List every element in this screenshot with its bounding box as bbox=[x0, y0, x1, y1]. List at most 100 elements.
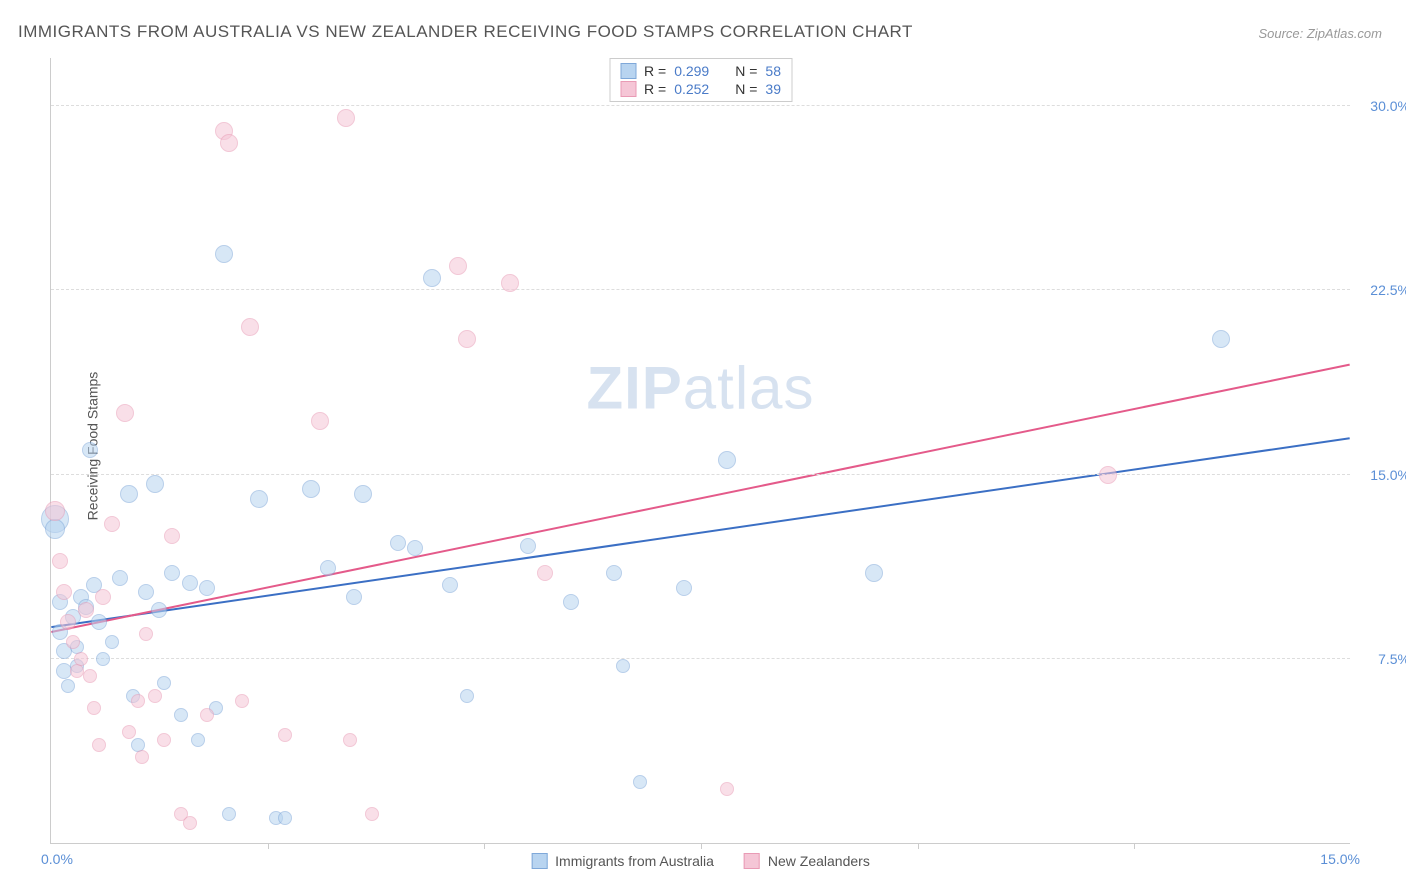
data-point-newzealand bbox=[337, 109, 355, 127]
data-point-australia bbox=[320, 560, 336, 576]
data-point-australia bbox=[120, 485, 138, 503]
data-point-australia bbox=[191, 733, 205, 747]
correlation-row-australia: R = 0.299 N = 58 bbox=[620, 63, 781, 79]
x-axis-max: 15.0% bbox=[1320, 851, 1360, 867]
trend-line-newzealand bbox=[51, 365, 1349, 632]
data-point-newzealand bbox=[220, 134, 238, 152]
data-point-australia bbox=[112, 570, 128, 586]
data-point-australia bbox=[91, 614, 107, 630]
data-point-newzealand bbox=[537, 565, 553, 581]
correlation-legend: R = 0.299 N = 58 R = 0.252 N = 39 bbox=[609, 58, 792, 102]
data-point-newzealand bbox=[104, 516, 120, 532]
x-tick-mark bbox=[484, 843, 485, 849]
x-axis-min: 0.0% bbox=[41, 851, 73, 867]
data-point-australia bbox=[222, 807, 236, 821]
n-label: N = bbox=[735, 81, 757, 97]
source-value: ZipAtlas.com bbox=[1307, 26, 1382, 41]
data-point-australia bbox=[146, 475, 164, 493]
data-point-newzealand bbox=[157, 733, 171, 747]
gridline bbox=[51, 289, 1350, 290]
data-point-australia bbox=[1212, 330, 1230, 348]
data-point-newzealand bbox=[92, 738, 106, 752]
x-tick-mark bbox=[701, 843, 702, 849]
data-point-australia bbox=[563, 594, 579, 610]
data-point-australia bbox=[182, 575, 198, 591]
data-point-newzealand bbox=[60, 614, 76, 630]
data-point-newzealand bbox=[78, 602, 94, 618]
r-value-newzealand: 0.252 bbox=[674, 81, 709, 97]
swatch-australia bbox=[620, 63, 636, 79]
n-label: N = bbox=[735, 63, 757, 79]
data-point-australia bbox=[606, 565, 622, 581]
data-point-australia bbox=[865, 564, 883, 582]
series-legend: Immigrants from Australia New Zealanders bbox=[531, 853, 870, 869]
trend-lines bbox=[51, 58, 1350, 843]
chart-container: IMMIGRANTS FROM AUSTRALIA VS NEW ZEALAND… bbox=[0, 0, 1406, 892]
data-point-australia bbox=[616, 659, 630, 673]
gridline bbox=[51, 105, 1350, 106]
chart-title: IMMIGRANTS FROM AUSTRALIA VS NEW ZEALAND… bbox=[18, 22, 913, 42]
watermark-light: atlas bbox=[683, 354, 815, 421]
r-label: R = bbox=[644, 81, 666, 97]
n-value-newzealand: 39 bbox=[765, 81, 781, 97]
data-point-australia bbox=[390, 535, 406, 551]
gridline bbox=[51, 474, 1350, 475]
data-point-australia bbox=[354, 485, 372, 503]
y-tick-label: 30.0% bbox=[1370, 98, 1406, 114]
data-point-newzealand bbox=[1099, 466, 1117, 484]
data-point-newzealand bbox=[449, 257, 467, 275]
data-point-newzealand bbox=[458, 330, 476, 348]
watermark: ZIPatlas bbox=[586, 353, 814, 422]
r-value-australia: 0.299 bbox=[674, 63, 709, 79]
y-tick-label: 7.5% bbox=[1378, 651, 1406, 667]
correlation-row-newzealand: R = 0.252 N = 39 bbox=[620, 81, 781, 97]
data-point-newzealand bbox=[720, 782, 734, 796]
data-point-newzealand bbox=[200, 708, 214, 722]
source-label: Source: bbox=[1258, 26, 1306, 41]
data-point-australia bbox=[215, 245, 233, 263]
legend-label-newzealand: New Zealanders bbox=[768, 853, 870, 869]
data-point-newzealand bbox=[278, 728, 292, 742]
data-point-australia bbox=[520, 538, 536, 554]
swatch-newzealand bbox=[620, 81, 636, 97]
data-point-australia bbox=[157, 676, 171, 690]
data-point-newzealand bbox=[66, 635, 80, 649]
data-point-australia bbox=[460, 689, 474, 703]
data-point-australia bbox=[61, 679, 75, 693]
data-point-australia bbox=[250, 490, 268, 508]
data-point-newzealand bbox=[164, 528, 180, 544]
data-point-australia bbox=[164, 565, 180, 581]
data-point-newzealand bbox=[235, 694, 249, 708]
data-point-newzealand bbox=[131, 694, 145, 708]
swatch-australia bbox=[531, 853, 547, 869]
swatch-newzealand bbox=[744, 853, 760, 869]
legend-item-australia: Immigrants from Australia bbox=[531, 853, 714, 869]
data-point-australia bbox=[174, 708, 188, 722]
data-point-newzealand bbox=[56, 584, 72, 600]
gridline bbox=[51, 658, 1350, 659]
data-point-newzealand bbox=[87, 701, 101, 715]
data-point-australia bbox=[45, 519, 65, 539]
data-point-australia bbox=[199, 580, 215, 596]
data-point-australia bbox=[676, 580, 692, 596]
watermark-bold: ZIP bbox=[586, 354, 682, 421]
data-point-australia bbox=[302, 480, 320, 498]
data-point-australia bbox=[151, 602, 167, 618]
data-point-newzealand bbox=[122, 725, 136, 739]
data-point-newzealand bbox=[343, 733, 357, 747]
data-point-australia bbox=[423, 269, 441, 287]
r-label: R = bbox=[644, 63, 666, 79]
data-point-australia bbox=[407, 540, 423, 556]
data-point-newzealand bbox=[148, 689, 162, 703]
data-point-newzealand bbox=[139, 627, 153, 641]
data-point-australia bbox=[82, 442, 98, 458]
data-point-australia bbox=[346, 589, 362, 605]
x-tick-mark bbox=[918, 843, 919, 849]
data-point-australia bbox=[718, 451, 736, 469]
data-point-newzealand bbox=[74, 652, 88, 666]
n-value-australia: 58 bbox=[765, 63, 781, 79]
trend-line-australia bbox=[51, 438, 1349, 627]
legend-label-australia: Immigrants from Australia bbox=[555, 853, 714, 869]
data-point-australia bbox=[138, 584, 154, 600]
data-point-newzealand bbox=[311, 412, 329, 430]
